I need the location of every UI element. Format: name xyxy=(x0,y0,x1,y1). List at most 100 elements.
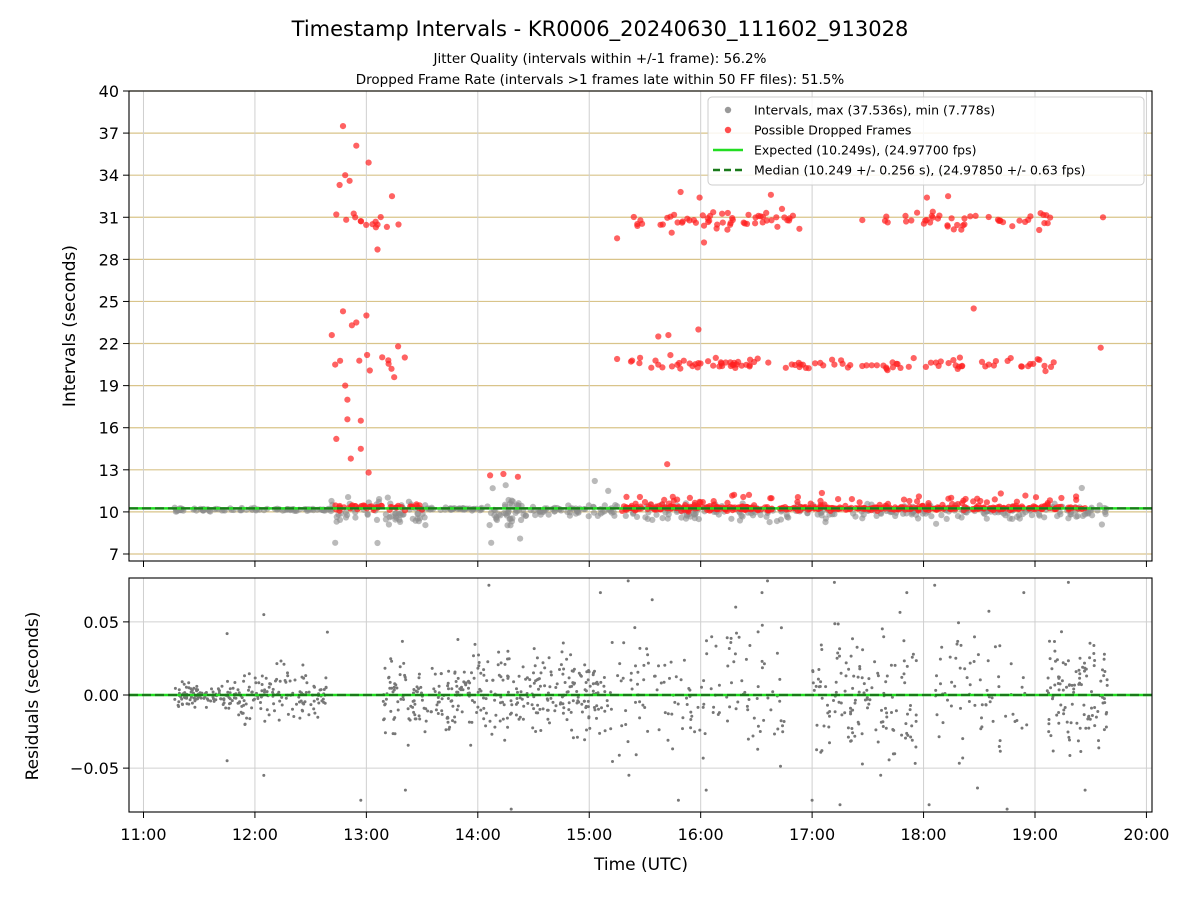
dropped-frame-point xyxy=(915,493,923,500)
residual-point xyxy=(433,690,437,693)
residual-point xyxy=(1099,679,1103,683)
residual-point xyxy=(530,703,534,707)
residual-point xyxy=(629,671,633,675)
interval-point xyxy=(818,512,825,519)
residual-point xyxy=(300,675,304,679)
dropped-frame-point xyxy=(829,356,836,363)
interval-point xyxy=(352,514,359,521)
interval-point xyxy=(373,516,381,524)
residual-point xyxy=(531,726,535,730)
residual-point xyxy=(224,706,228,710)
dropped-frame-point xyxy=(639,220,646,227)
dropped-frame-point xyxy=(774,223,781,230)
dropped-frame-point xyxy=(343,216,350,223)
dropped-frame-point xyxy=(765,359,772,366)
residual-point xyxy=(880,627,884,631)
residual-point xyxy=(420,698,424,702)
dropped-frame-point xyxy=(710,209,717,216)
dropped-frame-point xyxy=(342,172,349,179)
dropped-frame-point xyxy=(745,211,752,218)
residual-point xyxy=(643,706,647,709)
residual-point xyxy=(263,688,267,692)
residual-point xyxy=(272,702,276,706)
residual-point xyxy=(476,666,480,670)
residual-point xyxy=(933,583,937,587)
dropped-frame-point xyxy=(903,218,910,225)
residual-point xyxy=(819,643,823,647)
residual-point xyxy=(265,690,269,694)
residual-point xyxy=(1064,662,1068,666)
residual-point xyxy=(1102,728,1106,732)
residual-point xyxy=(726,719,729,723)
dropped-frame-point xyxy=(1007,355,1014,362)
residual-point xyxy=(600,706,603,710)
residual-point xyxy=(998,749,1002,753)
chart-subtitle-jitter: Jitter Quality (intervals within +/-1 fr… xyxy=(433,51,767,67)
x-tick-label: 19:00 xyxy=(1012,825,1058,844)
dropped-frame-point xyxy=(902,212,909,219)
residual-point xyxy=(779,626,783,630)
residual-point xyxy=(307,690,311,694)
residual-point xyxy=(657,664,660,668)
residual-point xyxy=(725,636,729,640)
interval-point xyxy=(1002,512,1009,519)
dropped-frame-point xyxy=(514,473,522,480)
dropped-frame-point xyxy=(820,362,827,369)
dropped-frame-point xyxy=(724,499,731,506)
residual-point xyxy=(398,673,402,677)
dropped-frame-point xyxy=(700,222,708,229)
residual-point xyxy=(233,681,237,684)
residual-point xyxy=(1069,721,1073,725)
residual-point xyxy=(606,704,610,708)
dropped-frame-point xyxy=(746,363,753,370)
residual-point xyxy=(762,662,766,666)
residual-point xyxy=(408,718,412,722)
residual-point xyxy=(477,661,481,664)
top-y-axis-label: Intervals (seconds) xyxy=(60,245,80,407)
interval-point xyxy=(488,539,495,546)
residual-point xyxy=(562,706,566,710)
residual-point xyxy=(459,688,463,692)
residual-point xyxy=(840,713,844,717)
residual-point xyxy=(227,696,231,700)
residual-point xyxy=(404,678,408,682)
residual-point xyxy=(1105,678,1109,682)
residual-point xyxy=(1103,670,1107,673)
residual-point xyxy=(558,702,562,706)
residual-point xyxy=(532,681,536,685)
dropped-frame-point xyxy=(668,229,675,236)
residual-point xyxy=(1090,690,1093,694)
dropped-frame-point xyxy=(868,362,875,369)
residual-point xyxy=(549,673,553,677)
residual-point xyxy=(1053,640,1056,643)
residual-point xyxy=(572,682,576,686)
residual-point xyxy=(288,679,292,683)
residual-point xyxy=(630,687,634,691)
dropped-frame-point xyxy=(366,367,373,374)
residual-point xyxy=(446,715,450,719)
residual-point xyxy=(815,723,819,727)
residual-point xyxy=(519,690,523,694)
residual-point xyxy=(860,676,864,680)
dropped-frame-point xyxy=(835,496,842,503)
residual-point xyxy=(681,727,684,731)
dropped-frame-point xyxy=(747,356,754,363)
residual-point xyxy=(177,700,181,704)
residual-point xyxy=(488,719,492,723)
interval-point xyxy=(493,516,501,524)
residual-point xyxy=(997,745,1001,748)
residual-point xyxy=(586,678,590,682)
residual-point xyxy=(402,698,405,701)
interval-point xyxy=(611,512,618,519)
interval-point xyxy=(328,497,335,505)
residual-point xyxy=(539,671,543,675)
residual-point xyxy=(898,610,902,614)
interval-point xyxy=(551,508,558,515)
intervals-plot: 7 10 13 16 19 22 25 28 31 34 37 40 xyxy=(99,82,1153,567)
dropped-frame-point xyxy=(710,362,717,369)
residual-point xyxy=(1078,656,1082,660)
residual-point xyxy=(528,684,532,688)
top-plot-frame xyxy=(128,90,1153,562)
residual-point xyxy=(514,713,518,717)
dropped-frame-point xyxy=(699,499,706,506)
